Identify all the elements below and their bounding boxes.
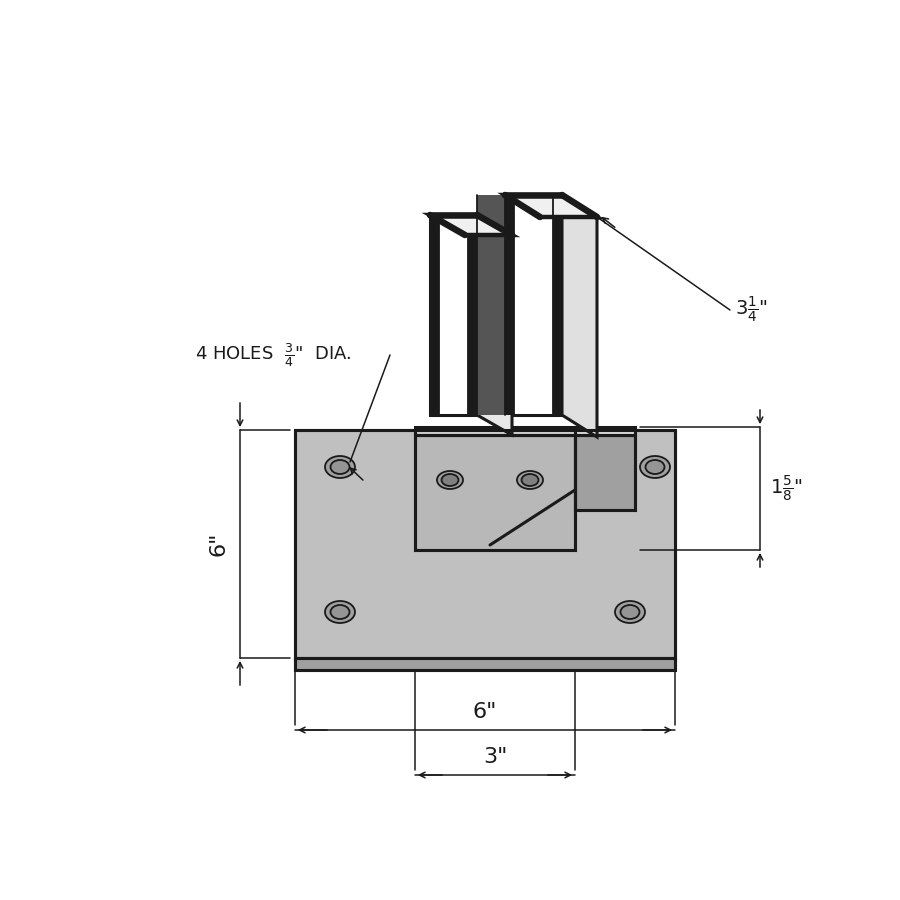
Ellipse shape xyxy=(435,456,465,478)
Text: 4 HOLES  $\frac{3}{4}$"  DIA.: 4 HOLES $\frac{3}{4}$" DIA. xyxy=(195,341,351,369)
Ellipse shape xyxy=(521,474,538,486)
Polygon shape xyxy=(430,215,512,235)
Ellipse shape xyxy=(615,601,645,623)
Polygon shape xyxy=(415,427,575,435)
Ellipse shape xyxy=(330,460,349,474)
Polygon shape xyxy=(415,435,575,550)
Ellipse shape xyxy=(517,471,543,489)
Ellipse shape xyxy=(330,605,349,619)
Text: $3\frac{1}{4}$": $3\frac{1}{4}$" xyxy=(735,295,768,325)
Text: 6": 6" xyxy=(208,532,228,556)
Ellipse shape xyxy=(325,456,355,478)
Text: 6": 6" xyxy=(472,702,497,722)
Ellipse shape xyxy=(442,474,458,486)
Ellipse shape xyxy=(437,471,463,489)
Ellipse shape xyxy=(640,456,670,478)
Ellipse shape xyxy=(555,460,574,474)
Polygon shape xyxy=(477,215,512,435)
Polygon shape xyxy=(477,195,505,415)
Ellipse shape xyxy=(645,460,664,474)
Polygon shape xyxy=(575,427,635,435)
Polygon shape xyxy=(295,430,675,658)
Ellipse shape xyxy=(440,460,460,474)
Polygon shape xyxy=(505,195,597,217)
Ellipse shape xyxy=(620,605,640,619)
Polygon shape xyxy=(468,215,477,415)
Polygon shape xyxy=(505,195,514,415)
Ellipse shape xyxy=(325,601,355,623)
Polygon shape xyxy=(430,215,477,415)
Polygon shape xyxy=(505,195,562,415)
Polygon shape xyxy=(562,195,597,437)
Ellipse shape xyxy=(550,456,580,478)
Polygon shape xyxy=(575,435,635,510)
Polygon shape xyxy=(295,658,675,670)
Text: 3": 3" xyxy=(482,747,508,767)
Text: $1\frac{5}{8}$": $1\frac{5}{8}$" xyxy=(770,473,803,503)
Polygon shape xyxy=(553,195,562,415)
Polygon shape xyxy=(430,215,439,415)
